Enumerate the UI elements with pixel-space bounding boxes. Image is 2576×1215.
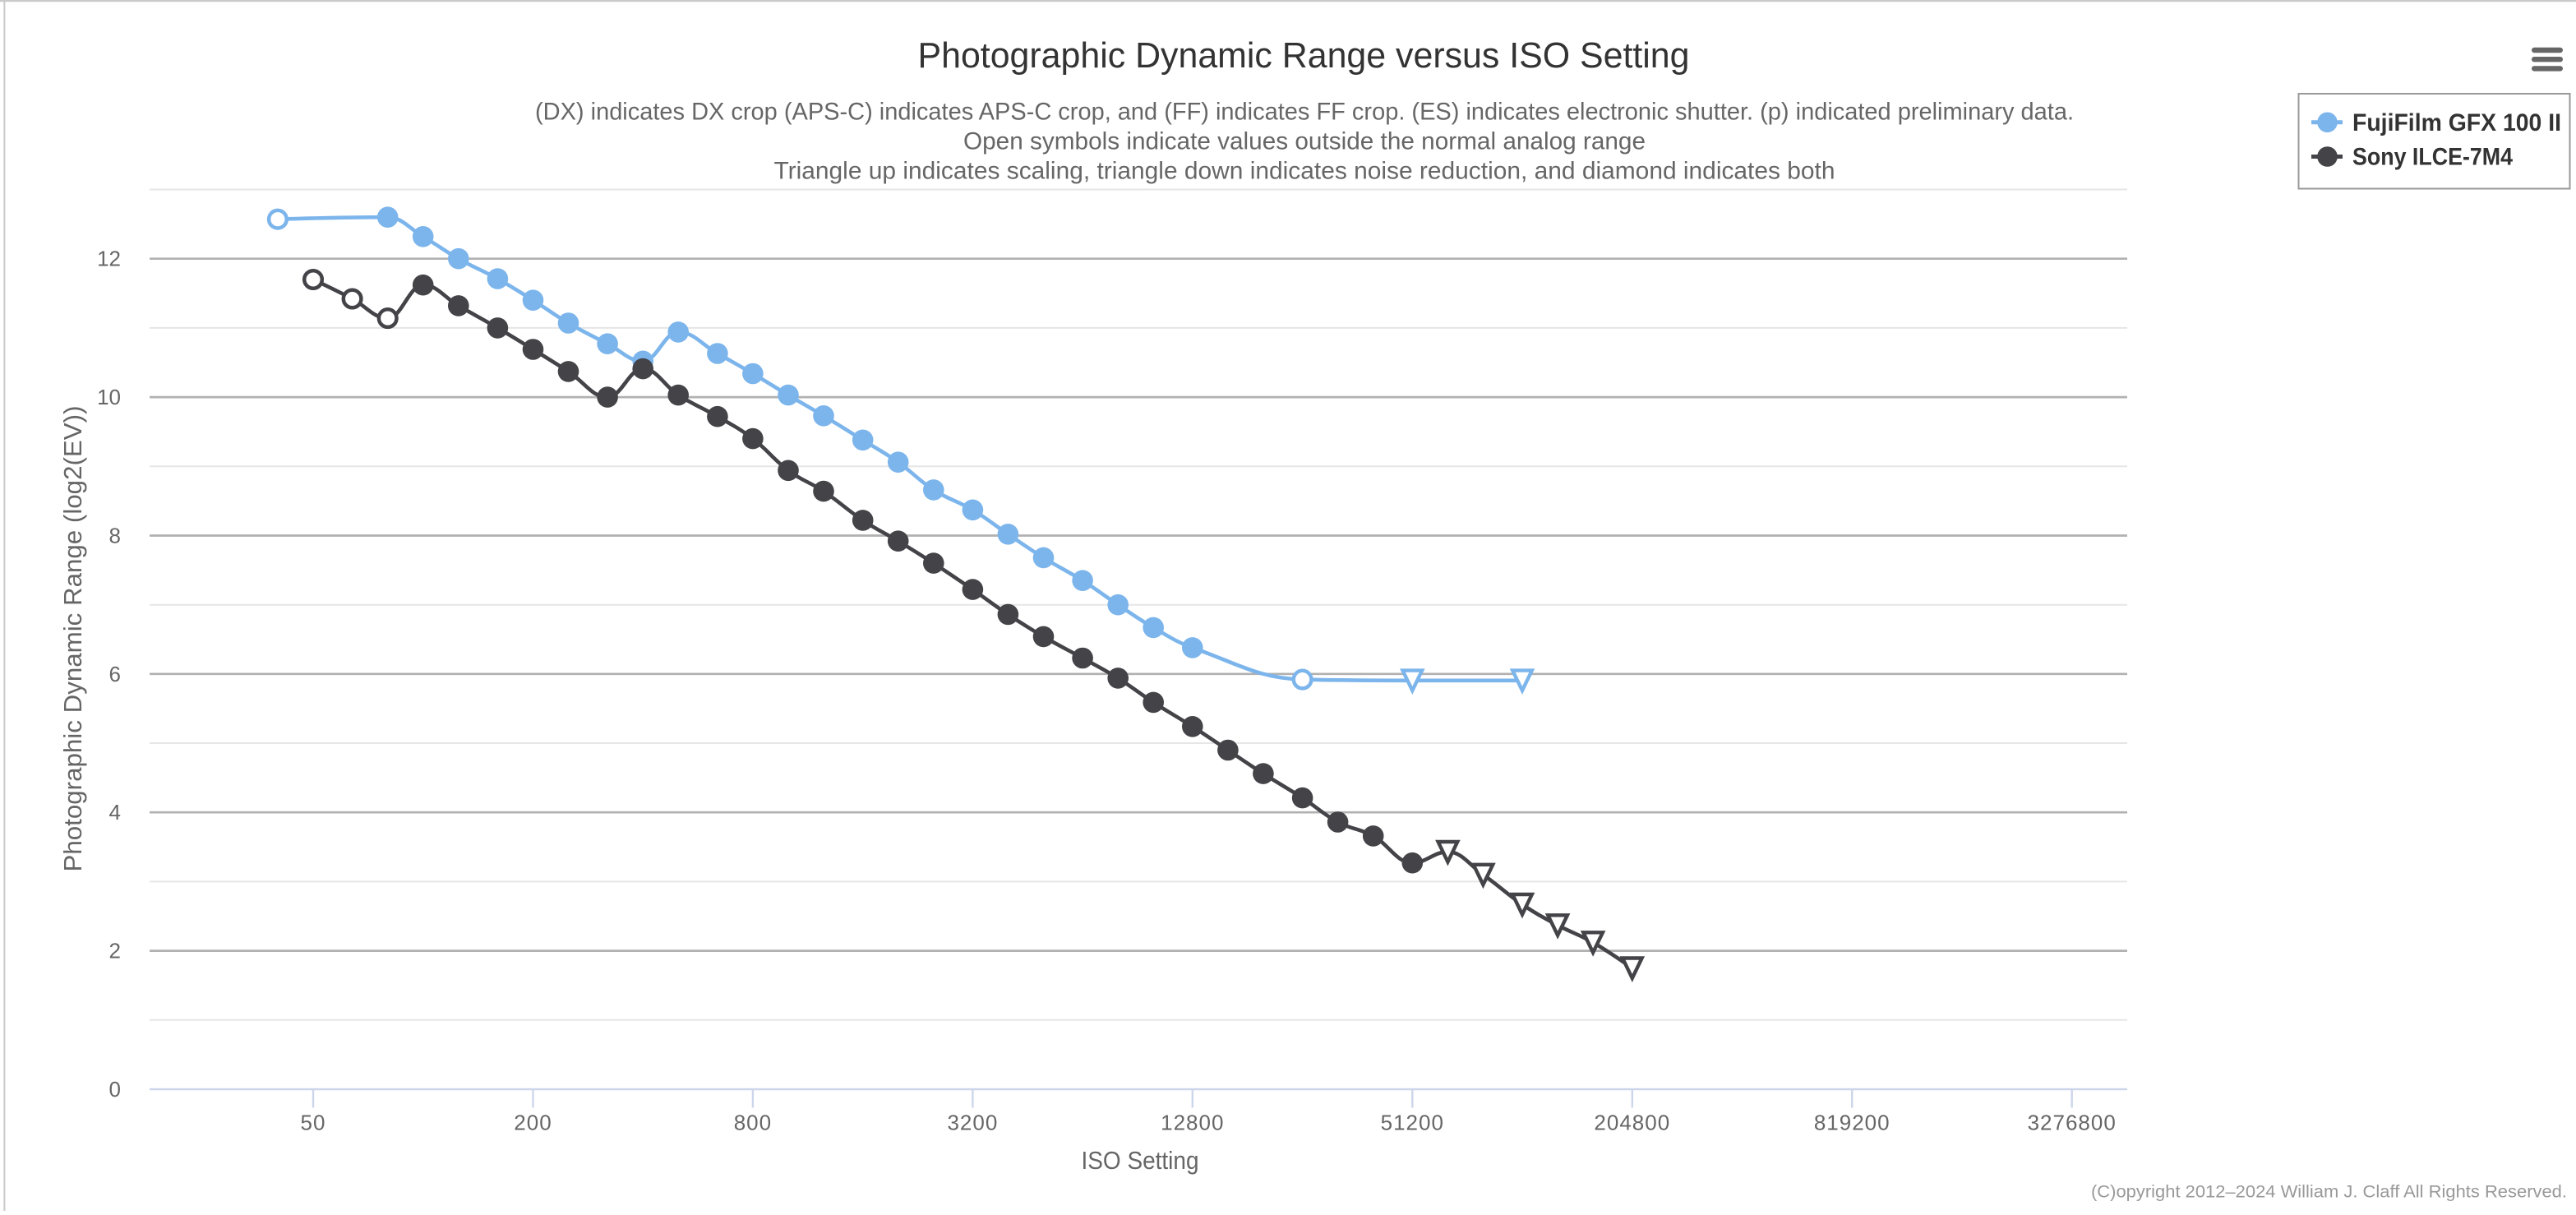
- svg-text:819200: 819200: [1814, 1111, 1890, 1135]
- svg-text:12: 12: [97, 247, 121, 271]
- svg-text:ISO Setting: ISO Setting: [1082, 1146, 1199, 1175]
- svg-text:8: 8: [109, 524, 121, 548]
- svg-text:6: 6: [109, 662, 121, 686]
- svg-text:Open symbols indicate values o: Open symbols indicate values outside the…: [963, 127, 1646, 155]
- svg-text:51200: 51200: [1381, 1111, 1444, 1135]
- svg-text:3276800: 3276800: [2028, 1111, 2117, 1135]
- svg-text:2: 2: [109, 939, 121, 963]
- svg-text:4: 4: [109, 800, 121, 825]
- svg-text:200: 200: [514, 1111, 552, 1135]
- svg-text:0: 0: [109, 1077, 121, 1102]
- svg-text:Photographic Dynamic Range (lo: Photographic Dynamic Range (log2(EV)): [58, 406, 87, 872]
- svg-text:(C)opyright 2012–2024 William: (C)opyright 2012–2024 William J. Claff A…: [2091, 1183, 2567, 1202]
- svg-text:12800: 12800: [1161, 1111, 1224, 1135]
- svg-text:Photographic Dynamic Range ver: Photographic Dynamic Range versus ISO Se…: [918, 35, 1690, 76]
- svg-text:FujiFilm GFX 100 II: FujiFilm GFX 100 II: [2352, 109, 2561, 136]
- svg-text:50: 50: [301, 1111, 326, 1135]
- svg-text:(DX) indicates DX crop (APS-C): (DX) indicates DX crop (APS-C) indicates…: [535, 98, 2074, 125]
- svg-text:Triangle up indicates scaling,: Triangle up indicates scaling, triangle …: [774, 157, 1835, 184]
- svg-text:10: 10: [97, 385, 121, 409]
- svg-text:3200: 3200: [947, 1111, 998, 1135]
- svg-text:800: 800: [734, 1111, 772, 1135]
- svg-text:Sony ILCE-7M4: Sony ILCE-7M4: [2352, 144, 2513, 171]
- svg-text:204800: 204800: [1594, 1111, 1670, 1135]
